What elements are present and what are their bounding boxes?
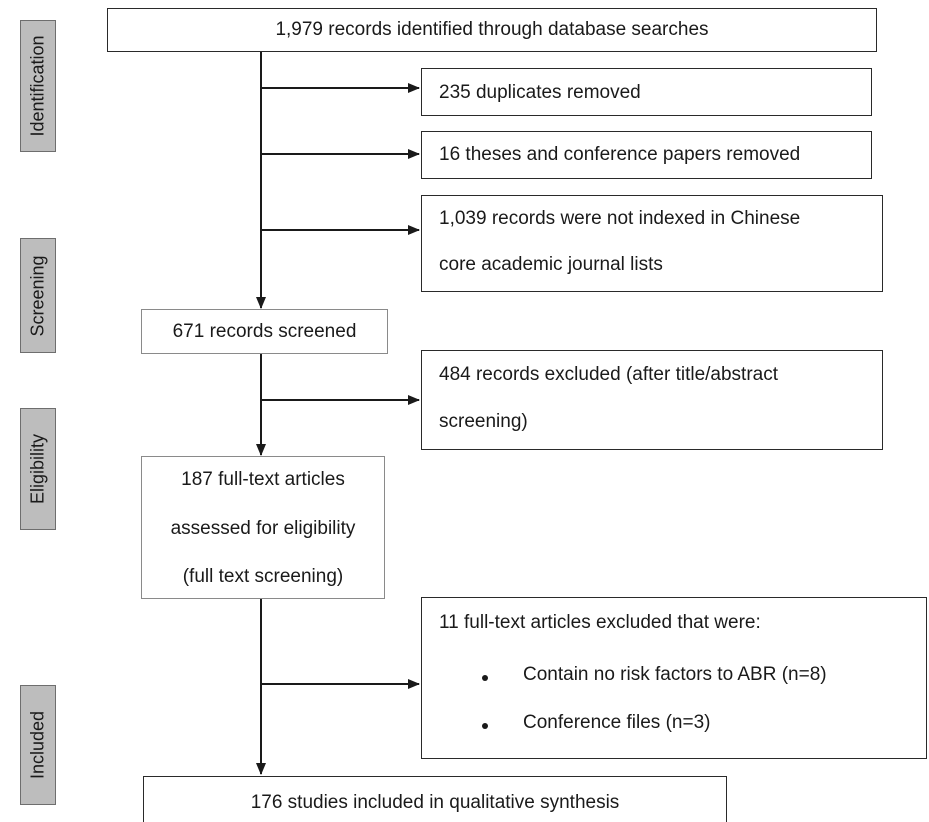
records-screened-text: 671 records screened xyxy=(172,321,357,342)
fulltext-excluded-item-1: Contain no risk factors to ABR (n=8) xyxy=(523,664,827,685)
stage-eligibility: Eligibility xyxy=(20,408,56,530)
not-indexed-text-line1: 1,039 records were not indexed in Chines… xyxy=(439,208,801,229)
fulltext-assessed-line3: (full text screening) xyxy=(182,566,344,587)
fulltext-assessed-box: 187 full-text articles assessed for elig… xyxy=(141,456,385,599)
fulltext-assessed-line1: 187 full-text articles xyxy=(181,469,345,490)
stage-identification: Identification xyxy=(20,20,56,152)
excluded-text-line1: 484 records excluded (after title/abstra… xyxy=(439,364,779,385)
studies-included-text: 176 studies included in qualitative synt… xyxy=(250,792,620,813)
fulltext-assessed-line2: assessed for eligibility xyxy=(170,518,356,539)
studies-included-box: 176 studies included in qualitative synt… xyxy=(143,776,727,822)
duplicates-removed-text: 235 duplicates removed xyxy=(439,82,641,103)
theses-removed-box: 16 theses and conference papers removed xyxy=(421,131,872,179)
stage-screening: Screening xyxy=(20,238,56,353)
not-indexed-box: 1,039 records were not indexed in Chines… xyxy=(421,195,883,292)
excluded-box: 484 records excluded (after title/abstra… xyxy=(421,350,883,450)
fulltext-excluded-box: 11 full-text articles excluded that were… xyxy=(421,597,927,759)
excluded-text-line2: screening) xyxy=(439,411,528,432)
records-identified-text: 1,979 records identified through databas… xyxy=(275,19,709,40)
duplicates-removed-box: 235 duplicates removed xyxy=(421,68,872,116)
bullet-icon xyxy=(482,675,488,681)
fulltext-excluded-item-2: Conference files (n=3) xyxy=(523,712,711,733)
fulltext-excluded-title: 11 full-text articles excluded that were… xyxy=(439,612,761,633)
stage-included: Included xyxy=(20,685,56,805)
records-screened-box: 671 records screened xyxy=(141,309,388,354)
bullet-icon xyxy=(482,723,488,729)
not-indexed-text-line2: core academic journal lists xyxy=(439,254,663,275)
records-identified-box: 1,979 records identified through databas… xyxy=(107,8,877,52)
theses-removed-text: 16 theses and conference papers removed xyxy=(439,144,801,165)
